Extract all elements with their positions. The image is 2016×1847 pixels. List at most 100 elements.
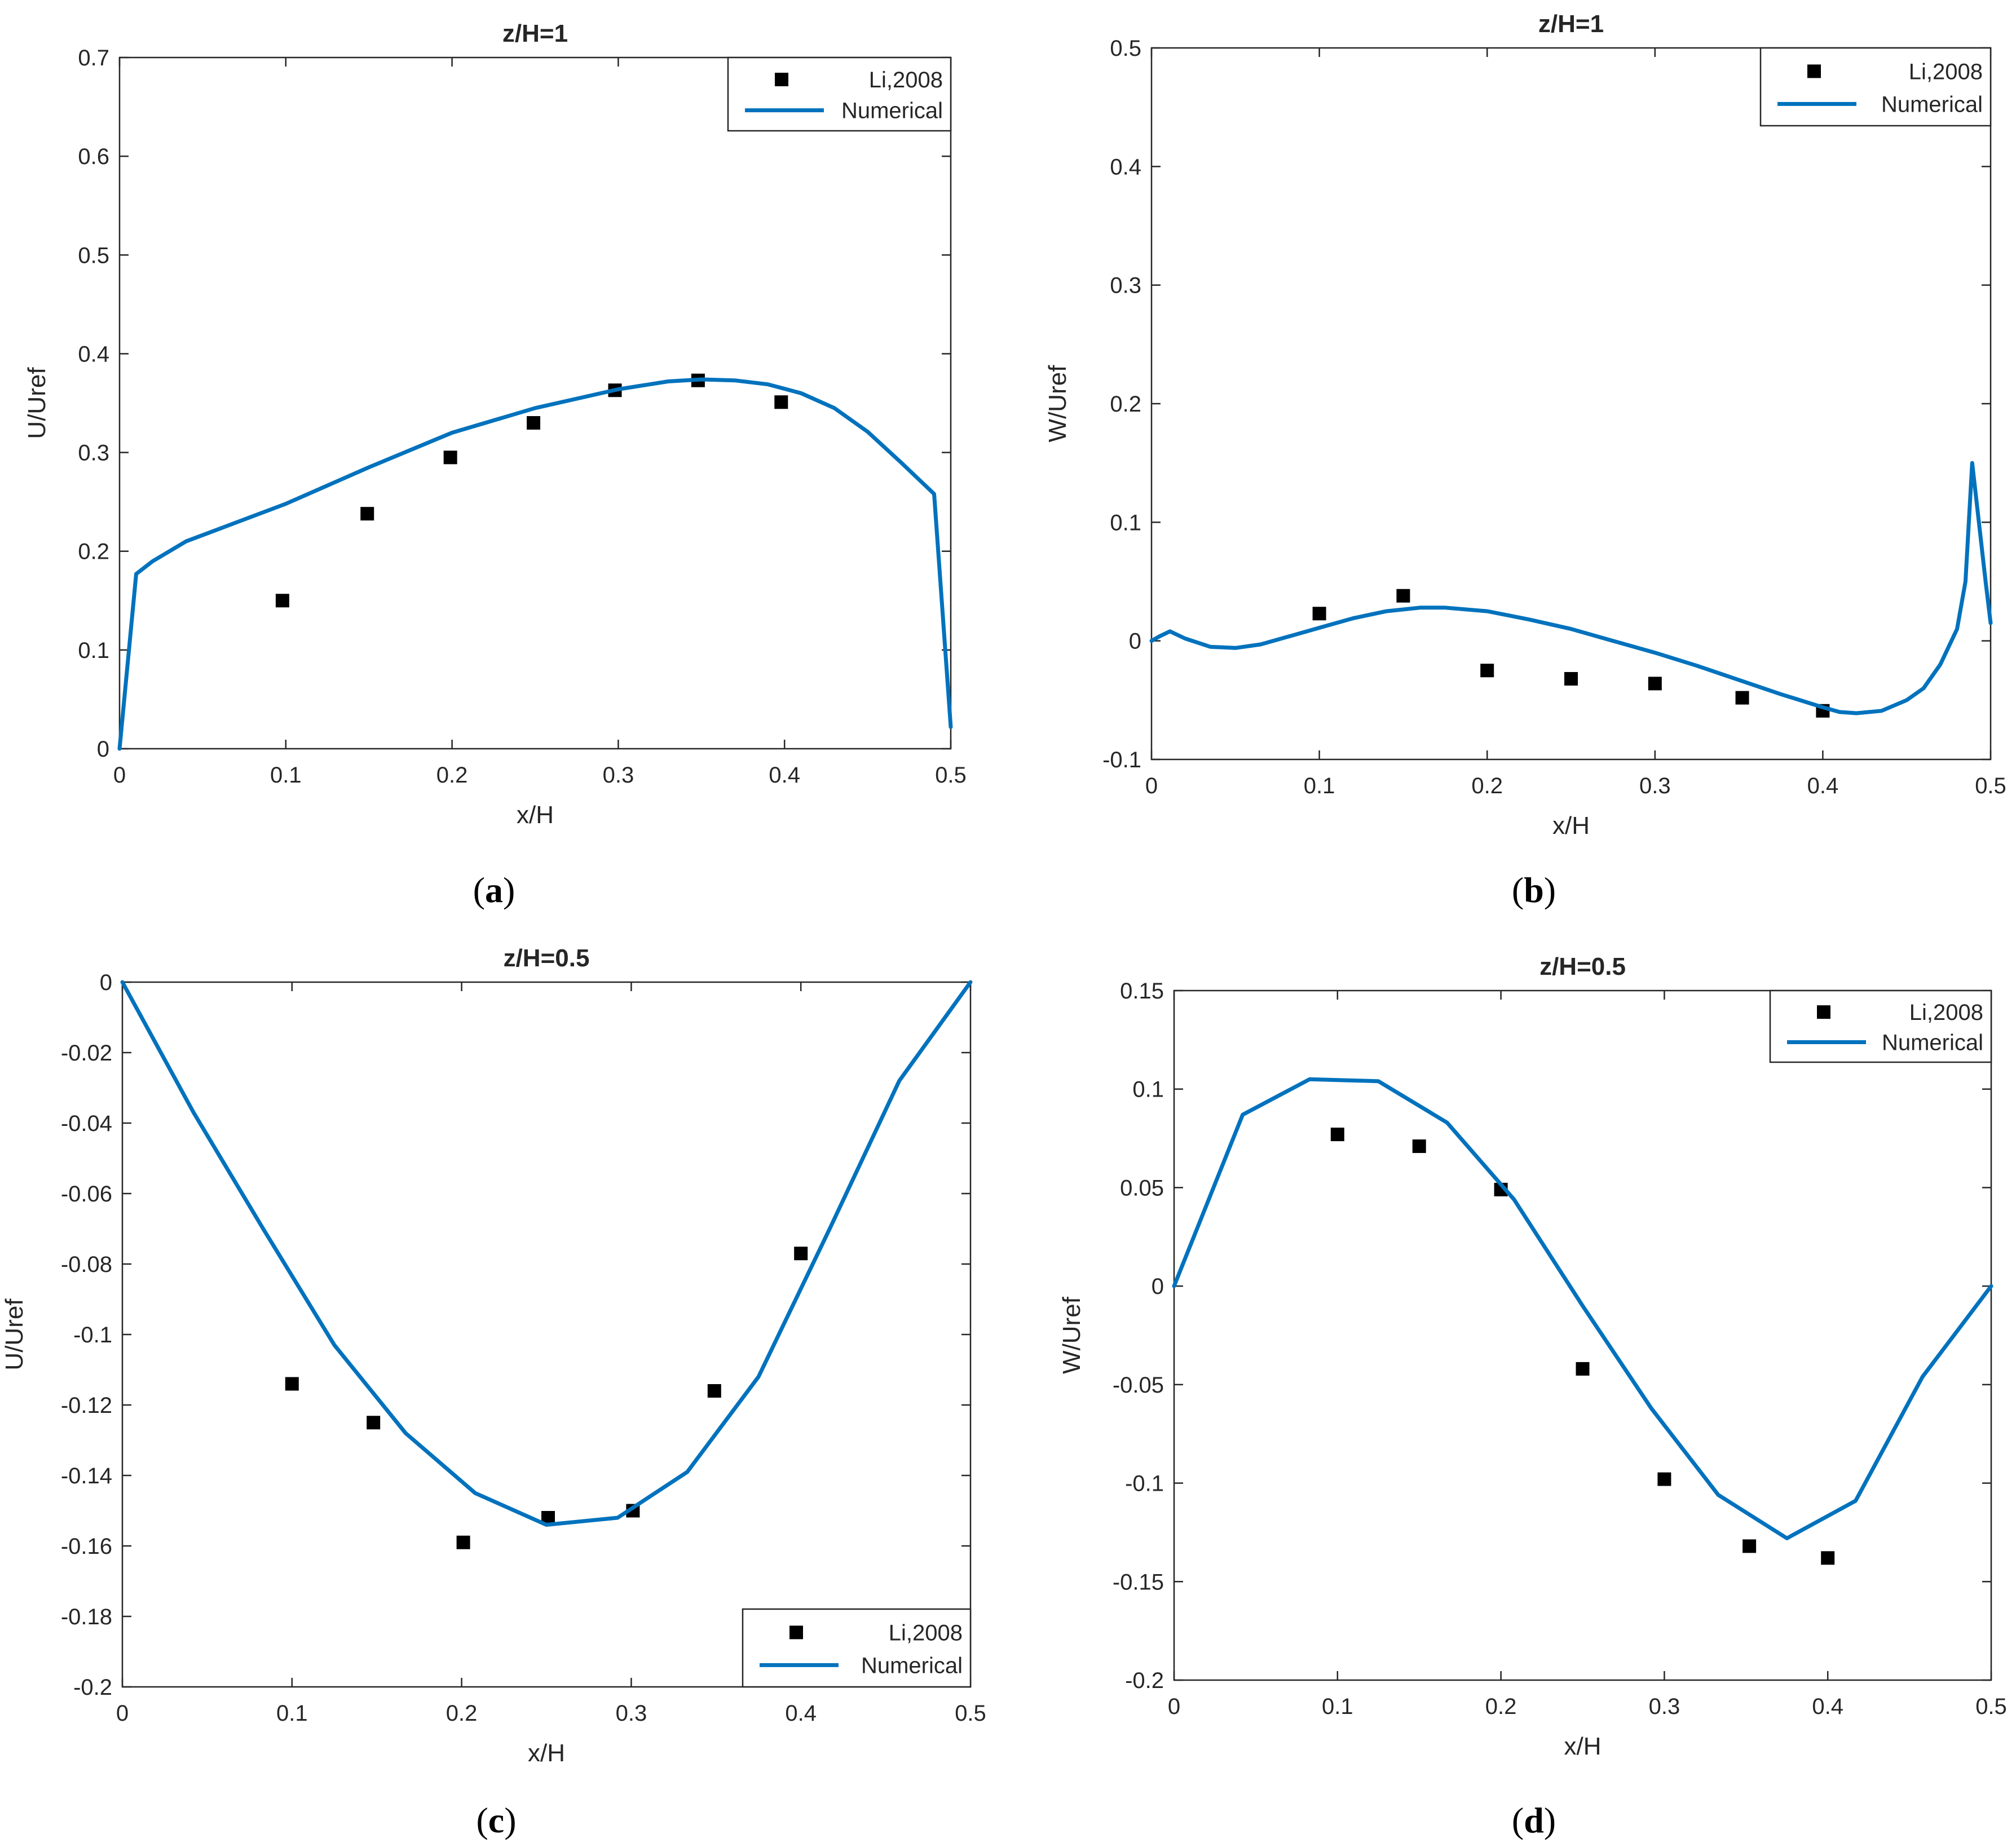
panel-label: a [485, 870, 503, 910]
y-tick-label: -0.2 [1125, 1668, 1164, 1693]
legend-label: Li,2008 [889, 1620, 963, 1645]
panel-caption: (d) [1512, 1800, 1556, 1840]
legend-box [742, 1608, 972, 1688]
experimental-data-point [1396, 589, 1410, 603]
experimental-data-point [1735, 691, 1749, 705]
chart-panel-a: 0 0.1 0.2 0.3 0.4 0.5 0 0.1 0.2 0.3 0.4 0.5 0.6 0.7 z/… [23, 20, 967, 910]
x-axis-label: x/H [1552, 812, 1590, 839]
y-tick-label: 0.4 [1110, 154, 1141, 179]
y-tick-label: 0.6 [78, 144, 109, 169]
y-tick-label: 0.3 [1110, 273, 1141, 298]
x-tick-label: 0 [116, 1701, 129, 1726]
x-tick-label: 0.5 [1975, 774, 2006, 798]
experimental-data-point [794, 1247, 808, 1261]
legend-label: Numerical [861, 1653, 963, 1678]
y-tick-label: 0.4 [78, 342, 109, 366]
y-tick-label: 0.1 [1132, 1077, 1164, 1102]
experimental-data-point [1821, 1551, 1835, 1565]
y-axis-label: U/Uref [1, 1298, 28, 1371]
panel-label: d [1524, 1800, 1544, 1840]
experimental-data-point [1480, 664, 1494, 678]
x-tick-label: 0.3 [1649, 1694, 1680, 1719]
y-tick-label: 0.05 [1120, 1176, 1164, 1200]
y-tick-label: 0.15 [1120, 979, 1164, 1004]
y-tick-label: 0.1 [78, 638, 109, 663]
y-tick-label: 0.5 [1110, 36, 1141, 61]
y-tick-label: 0.5 [78, 243, 109, 268]
y-tick-label: -0.06 [61, 1182, 112, 1207]
legend-label: Numerical [1881, 92, 1983, 117]
x-tick-label: 0 [1168, 1694, 1180, 1719]
x-tick-label: 0 [113, 763, 126, 788]
x-tick-label: 0.2 [1471, 774, 1503, 798]
x-tick-label: 0.1 [1304, 774, 1335, 798]
y-tick-label: -0.05 [1113, 1373, 1164, 1398]
y-tick-label: 0.7 [78, 46, 109, 70]
legend-box [1759, 47, 1992, 127]
experimental-data-point [527, 416, 541, 430]
y-tick-label: -0.02 [61, 1041, 112, 1066]
plot-area [118, 56, 952, 750]
legend-box [1769, 989, 1992, 1063]
y-axis-label: W/Uref [1058, 1296, 1086, 1374]
y-tick-label: 0.2 [78, 540, 109, 564]
plot-area [121, 981, 972, 1688]
y-tick-label: 0.2 [1110, 392, 1141, 417]
x-tick-label: 0.4 [785, 1701, 817, 1726]
chart-panel-c: 0 0.1 0.2 0.3 0.4 0.5 -0.2 -0.18 -0.16 -0.14 -0.12… [1, 944, 986, 1840]
y-tick-label: 0 [1129, 629, 1141, 654]
x-tick-label: 0.1 [276, 1701, 308, 1726]
y-tick-label: -0.1 [73, 1323, 112, 1347]
y-tick-label: -0.1 [1125, 1472, 1164, 1496]
plot-area [1150, 47, 1992, 761]
experimental-data-point [1312, 607, 1326, 621]
x-tick-label: 0.5 [955, 1701, 986, 1726]
y-tick-label: -0.18 [61, 1605, 112, 1629]
experimental-data-point [1564, 671, 1578, 686]
x-axis-label: x/H [1564, 1733, 1602, 1760]
x-tick-label: 0.3 [603, 763, 634, 788]
legend: Li,2008 Numerical [727, 56, 952, 132]
y-tick-label: 0.1 [1110, 510, 1141, 535]
panel-label: c [488, 1800, 504, 1840]
y-tick-label: 0 [1152, 1274, 1164, 1299]
experimental-data-point [1576, 1362, 1590, 1376]
y-tick-label: -0.12 [61, 1393, 112, 1418]
panel-caption: (a) [473, 870, 515, 910]
legend: Li,2008 Numerical [1769, 989, 1992, 1063]
legend-marker-li2008 [1817, 1005, 1830, 1019]
experimental-data-point [1412, 1139, 1426, 1154]
panel-label: b [1524, 870, 1544, 910]
x-tick-label: 0.2 [446, 1701, 478, 1726]
legend-label: Numerical [1882, 1030, 1983, 1055]
experimental-data-point [1657, 1472, 1671, 1486]
x-tick-label: 0.2 [436, 763, 468, 788]
x-axis-label: x/H [528, 1739, 565, 1767]
y-axis-label: W/Uref [1044, 365, 1071, 443]
x-tick-label: 0.1 [1322, 1694, 1353, 1719]
experimental-data-point [285, 1377, 299, 1391]
numerical-series-line [120, 980, 973, 1527]
x-axis-label: x/H [517, 801, 554, 829]
experimental-data-point [456, 1535, 470, 1549]
legend-marker-li2008 [789, 1625, 803, 1640]
x-tick-label: 0.2 [1485, 1694, 1517, 1719]
panel-caption: (c) [476, 1800, 516, 1840]
chart-title: z/H=1 [1538, 10, 1604, 38]
experimental-data-point [443, 450, 457, 465]
legend-marker-li2008 [1807, 64, 1821, 78]
y-tick-label: 0 [100, 970, 112, 995]
legend-label: Li,2008 [869, 68, 943, 92]
legend-label: Li,2008 [1909, 1000, 1983, 1025]
y-axis-label: U/Uref [23, 367, 51, 439]
legend-marker-li2008 [775, 73, 788, 86]
chart-title: z/H=0.5 [504, 944, 590, 972]
x-tick-label: 0.5 [935, 763, 967, 788]
y-tick-label: -0.1 [1102, 748, 1141, 772]
plot-area [1173, 989, 1992, 1681]
y-tick-label: -0.16 [61, 1534, 112, 1559]
experimental-data-point [1330, 1128, 1344, 1142]
numerical-series-line [1149, 461, 1993, 715]
y-tick-label: -0.08 [61, 1252, 112, 1277]
